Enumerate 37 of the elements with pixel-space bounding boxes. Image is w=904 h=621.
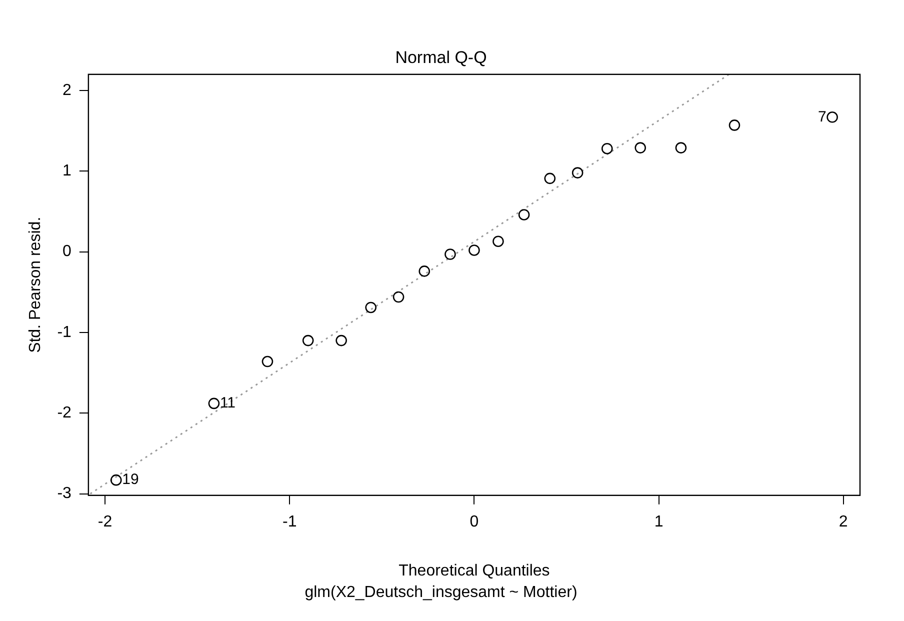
y-tick-label: 1 [62,162,72,180]
point [336,334,347,346]
point [728,120,740,131]
y-tick-label: 0 [62,243,72,260]
point [492,236,504,247]
y-tick-label: 2 [62,82,72,99]
point [392,291,404,303]
x-tick-label: 1 [654,513,664,530]
y-axis-title: Std. Pearson resid. [27,216,44,353]
point [365,302,376,314]
point [468,244,480,256]
x-tick-label: 2 [838,513,848,530]
point [675,142,687,154]
point [262,356,274,368]
point [302,334,314,346]
point [518,209,530,220]
point [544,172,556,184]
chart-title: Normal Q-Q [395,48,487,67]
annotation: 11 [220,394,236,412]
point [826,111,838,123]
y-tick-label: -1 [57,324,72,341]
x-axis-title: Theoretical Quantiles [398,562,550,580]
x-tick-label: -1 [282,513,297,530]
point [572,167,584,178]
y-tick-label: -2 [57,404,72,422]
text: glm(X2_Deutsch_insgesamt ~ Mottier) [304,584,578,601]
point [110,474,122,486]
point [418,266,430,277]
point [208,398,220,410]
x-tick-label: 0 [470,513,479,530]
point [444,248,456,260]
point [601,142,613,154]
annotation: 7 [818,108,826,126]
y-tick-label: -3 [57,485,72,502]
x-tick-label: -2 [98,513,112,530]
annotation: 19 [122,471,139,488]
point [634,142,646,154]
